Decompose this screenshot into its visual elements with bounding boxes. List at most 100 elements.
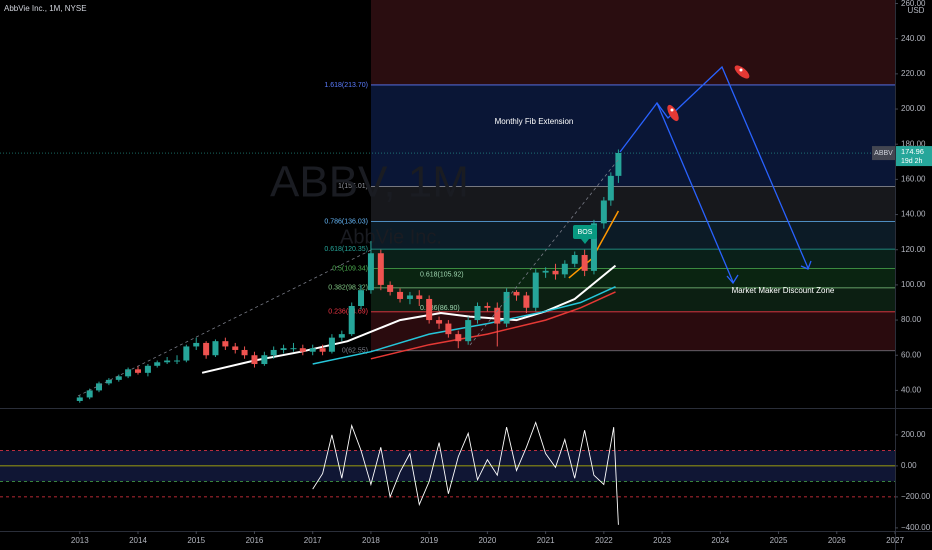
candle-body	[397, 291, 404, 299]
osc-y-tick-label: −200.00	[901, 492, 931, 501]
trend-line	[77, 249, 372, 397]
candle-body	[338, 334, 345, 338]
fib-label: 0.382(98.32)	[328, 285, 368, 292]
candle-body	[455, 334, 462, 342]
candle-body	[86, 390, 93, 398]
candle-body	[615, 153, 622, 176]
candle-body	[542, 270, 549, 273]
x-tick-label: 2016	[246, 536, 264, 545]
candle-body	[590, 223, 597, 271]
candle-body	[367, 253, 374, 291]
symbol-box	[872, 146, 895, 161]
fib-inner-label: 0.618(105.92)	[420, 271, 464, 278]
x-tick-label: 2014	[129, 536, 147, 545]
candle-body	[377, 253, 384, 285]
moving-average	[568, 210, 620, 279]
moving-average	[312, 286, 616, 365]
candle-body	[212, 341, 219, 356]
x-tick-label: 2013	[71, 536, 89, 545]
candle-body	[387, 284, 394, 292]
candle-body	[513, 291, 520, 296]
x-tick-label: 2022	[595, 536, 613, 545]
candle-body	[426, 298, 433, 321]
candle-body	[222, 341, 229, 347]
candle-body	[503, 291, 510, 324]
candle-body	[270, 349, 277, 356]
candle-body	[319, 348, 326, 352]
candle-body	[358, 290, 365, 306]
candle-body	[523, 295, 530, 308]
price-box	[896, 146, 932, 167]
watermark: ABBV, 1M	[270, 158, 469, 207]
candle-body	[416, 295, 423, 299]
candle-body	[76, 397, 83, 401]
candle-body	[328, 337, 335, 352]
candle-body	[571, 255, 578, 264]
candle-body	[164, 360, 171, 363]
candle-body	[607, 175, 614, 201]
candle-body	[183, 346, 190, 361]
candle-body	[241, 349, 248, 356]
fib-label: 0.5(109.34)	[332, 265, 368, 272]
fib-zone	[371, 0, 895, 85]
osc-y-tick-label: 200.00	[901, 430, 926, 439]
fib-label: 1.618(213.70)	[324, 82, 368, 89]
fib-zone	[371, 268, 895, 288]
fib-inner-label: 0.786(86.90)	[420, 305, 460, 312]
candle-body	[465, 320, 472, 342]
candle-body	[115, 376, 122, 380]
moving-average	[201, 264, 617, 374]
x-tick-label: 2027	[886, 536, 904, 545]
candle-body	[474, 306, 481, 321]
fib-zone	[371, 287, 895, 312]
candle-body	[552, 270, 559, 275]
last-price-label: 174.96	[901, 147, 924, 156]
bos-label: BOS	[578, 229, 593, 236]
candle-body	[494, 307, 501, 324]
candle-body	[193, 342, 200, 347]
y-tick-label: 40.00	[901, 386, 922, 395]
x-tick-label: 2019	[420, 536, 438, 545]
candle-body	[348, 306, 355, 335]
symbol-label: ABBV	[874, 150, 893, 157]
fib-label: 0(62.55)	[342, 348, 368, 355]
candle-body	[232, 346, 239, 350]
fib-zone	[371, 221, 895, 250]
x-tick-label: 2020	[478, 536, 496, 545]
arrow-head	[726, 274, 739, 285]
candle-body	[561, 263, 568, 275]
y-tick-label: 180.00	[901, 139, 926, 148]
candle-body	[436, 320, 443, 324]
projection-path	[619, 65, 809, 269]
x-tick-label: 2023	[653, 536, 671, 545]
candle-body	[261, 355, 268, 365]
x-tick-label: 2024	[711, 536, 729, 545]
y-tick-label: 220.00	[901, 69, 926, 78]
x-tick-label: 2018	[362, 536, 380, 545]
y-tick-label: 140.00	[901, 210, 926, 219]
rocket-icon	[667, 104, 679, 122]
candle-body	[203, 342, 210, 356]
x-tick-label: 2025	[770, 536, 788, 545]
candle-body	[105, 379, 112, 384]
fib-zone	[371, 186, 895, 222]
y-tick-label: 160.00	[901, 174, 926, 183]
osc-y-tick-label: −400.00	[901, 523, 931, 532]
moving-average	[370, 291, 616, 360]
candle-body	[125, 369, 132, 377]
candle-body	[600, 200, 607, 224]
arrow-head	[800, 260, 812, 270]
candle-body	[154, 362, 161, 366]
y-tick-label: 100.00	[901, 280, 926, 289]
y-tick-label: 120.00	[901, 245, 926, 254]
fib-label: 0.786(136.03)	[324, 218, 368, 225]
y-tick-label: 80.00	[901, 315, 922, 324]
oscillator-line	[312, 421, 619, 525]
osc-y-tick-label: 0.00	[901, 461, 917, 470]
candle-body	[445, 323, 452, 335]
candle-body	[309, 348, 316, 352]
candle-body	[581, 255, 588, 271]
bos-badge: BOS	[573, 225, 597, 244]
candle-body	[290, 348, 297, 350]
